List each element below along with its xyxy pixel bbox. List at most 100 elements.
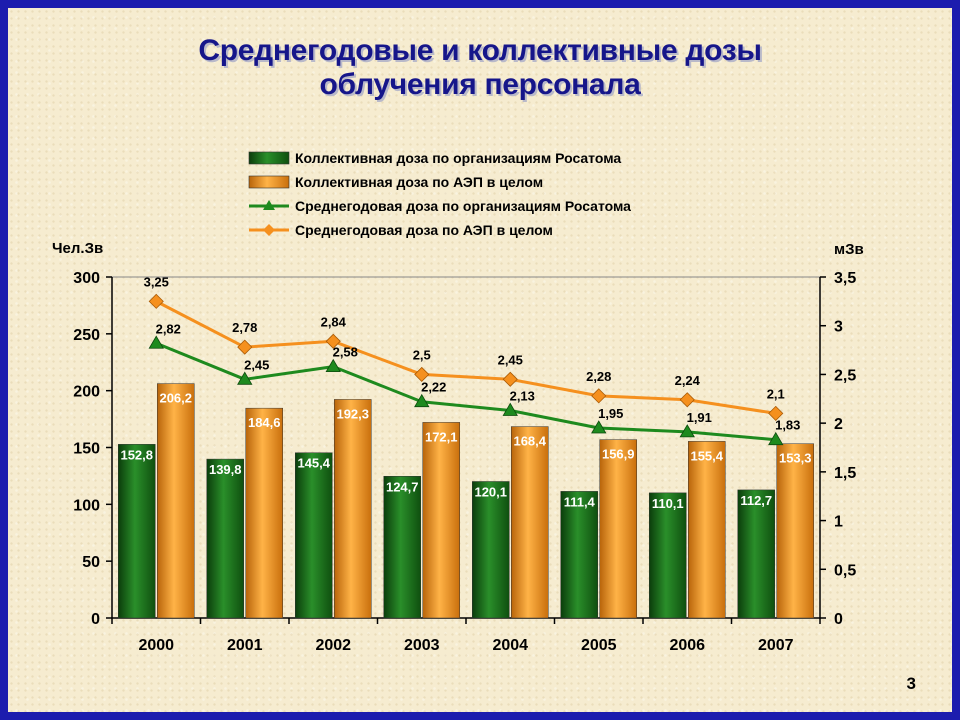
line-rosatom-avg xyxy=(155,341,776,442)
y-left-tick-label: 0 xyxy=(91,611,100,628)
bar-aep xyxy=(511,426,549,619)
bar-value-label: 192,3 xyxy=(336,406,369,421)
point-triangle xyxy=(768,431,784,446)
bar-value-label: 110,1 xyxy=(652,496,684,511)
bar-rosatom xyxy=(206,458,244,619)
chart-lines xyxy=(148,293,784,446)
legend-label: Коллективная доза по организациям Росато… xyxy=(295,150,621,166)
bar-rosatom xyxy=(737,489,775,619)
point-diamond xyxy=(591,388,607,404)
chart-bars xyxy=(118,383,814,619)
bar-rosatom xyxy=(560,491,598,619)
y-left-tick-label: 200 xyxy=(73,384,100,401)
chart-axes: 0 50 100 150 200 250 300 0 0,5 1 1,5 2 2,5 3 3,5 2000 20… xyxy=(52,240,864,654)
bar-value-label: 139,8 xyxy=(209,462,242,477)
bar-rosatom xyxy=(472,481,510,619)
line-value-label: 2,22 xyxy=(421,380,446,395)
point-diamond xyxy=(148,293,164,309)
point-triangle xyxy=(237,371,253,385)
point-diamond xyxy=(679,392,695,408)
point-diamond xyxy=(502,371,518,387)
y-left-tick-label: 300 xyxy=(73,270,100,287)
point-diamond xyxy=(414,366,430,382)
point-triangle xyxy=(679,424,695,438)
bar-value-label: 111,4 xyxy=(564,494,596,509)
y-right-tick-label: 0,5 xyxy=(834,562,856,579)
line-value-label: 2,84 xyxy=(321,314,347,329)
y-left-tick-label: 50 xyxy=(82,554,100,571)
y-right-tick-label: 3,5 xyxy=(834,270,856,287)
bar-value-label: 206,2 xyxy=(159,391,192,406)
bar-aep xyxy=(422,422,460,619)
line-value-label: 1,83 xyxy=(775,418,800,433)
x-tick-label: 2001 xyxy=(227,637,263,654)
point-diamond xyxy=(768,405,784,421)
bar-value-label: 152,8 xyxy=(120,447,153,462)
point-diamond xyxy=(237,339,253,355)
bar-value-label: 155,4 xyxy=(690,448,723,463)
point-triangle xyxy=(148,335,164,349)
legend-swatch xyxy=(248,151,290,165)
bar-aep xyxy=(776,443,814,619)
legend-label: Среднегодовая доза по АЭП в целом xyxy=(295,222,553,238)
line-aep-avg xyxy=(155,300,776,415)
bar-value-label: 184,6 xyxy=(248,415,281,430)
page-number: 3 xyxy=(906,674,916,693)
line-value-label: 2,13 xyxy=(510,388,535,403)
line-value-label: 2,28 xyxy=(586,369,611,384)
x-tick-label: 2003 xyxy=(404,637,440,654)
y-left-tick-label: 100 xyxy=(73,497,100,514)
line-value-label: 2,82 xyxy=(156,321,181,336)
y-left-tick-label: 150 xyxy=(73,441,100,458)
y-right-tick-label: 1,5 xyxy=(834,465,856,482)
bar-aep xyxy=(599,439,637,619)
legend-label: Среднегодовая доза по организациям Росат… xyxy=(295,198,631,214)
bar-rosatom xyxy=(649,492,687,619)
line-value-label: 2,58 xyxy=(333,345,358,360)
x-tick-label: 2005 xyxy=(581,637,617,654)
x-tick-label: 2000 xyxy=(138,637,174,654)
legend-label: Коллективная доза по АЭП в целом xyxy=(295,174,543,190)
bar-rosatom xyxy=(295,452,333,619)
point-diamond xyxy=(325,333,341,349)
point-triangle xyxy=(591,420,607,434)
y-left-tick-label: 250 xyxy=(73,327,100,344)
line-value-label: 1,91 xyxy=(687,410,712,425)
bar-value-label: 145,4 xyxy=(297,456,330,471)
title-line-1: Среднегодовые и коллективные дозы xyxy=(198,34,762,67)
point-triangle xyxy=(325,358,341,373)
y-right-tick-label: 2,5 xyxy=(834,367,856,384)
legend-marker xyxy=(263,200,275,210)
chart-legend: Коллективная доза по организациям Росато… xyxy=(248,150,631,238)
point-triangle xyxy=(414,393,430,408)
line-value-label: 3,25 xyxy=(144,274,169,289)
y-right-tick-label: 3 xyxy=(834,319,843,336)
x-tick-label: 2004 xyxy=(492,637,528,654)
line-value-label: 1,95 xyxy=(598,406,623,421)
bar-value-label: 153,3 xyxy=(779,451,812,466)
line-value-label: 2,78 xyxy=(232,320,257,335)
line-value-label: 2,5 xyxy=(413,347,431,362)
bar-value-label: 112,7 xyxy=(740,493,772,508)
bar-value-label: 172,1 xyxy=(425,429,458,444)
bar-aep xyxy=(157,383,195,619)
bar-aep xyxy=(334,399,372,619)
line-value-label: 2,45 xyxy=(498,352,523,367)
line-value-label: 2,1 xyxy=(767,386,785,401)
bar-aep xyxy=(688,441,726,619)
chart-labels: 152,8 139,8 145,4 124,7 120,1 111,4 110,1 112,7… xyxy=(120,274,811,510)
bar-value-label: 120,1 xyxy=(474,484,507,499)
bar-aep xyxy=(245,407,283,619)
line-value-label: 2,24 xyxy=(675,373,701,388)
point-triangle xyxy=(502,402,518,416)
y-right-tick-label: 2 xyxy=(834,416,843,433)
legend-marker xyxy=(263,224,275,236)
bar-value-label: 156,9 xyxy=(602,447,635,462)
x-tick-label: 2007 xyxy=(758,637,794,654)
y-left-unit-label: Чел.Зв xyxy=(52,240,103,257)
bar-value-label: 168,4 xyxy=(513,434,546,449)
bar-rosatom xyxy=(118,444,156,619)
y-right-unit-label: мЗв xyxy=(834,241,864,258)
